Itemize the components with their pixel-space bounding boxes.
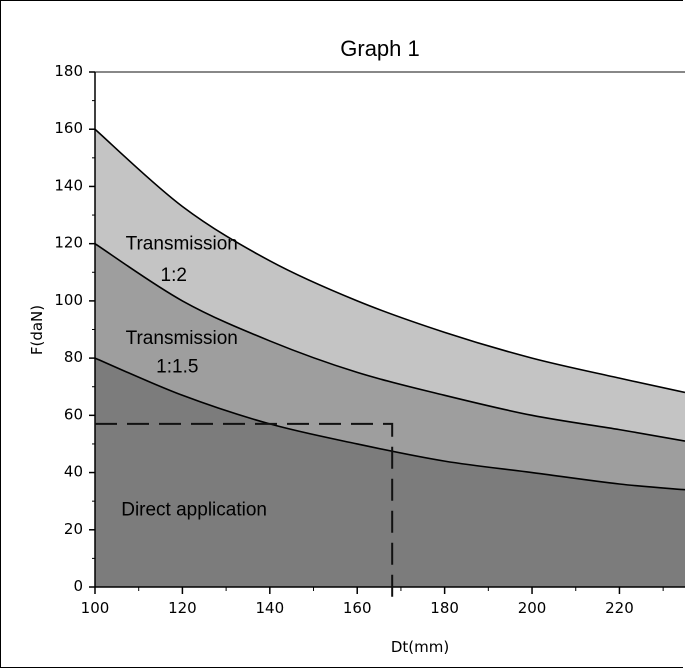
tick-layer: 0 20 40 60 80 100 120 140 160 180 100 120 140 160 180 2… — [54, 62, 664, 617]
y-tick-label: 40 — [64, 463, 83, 481]
dashed-guide-line — [95, 422, 394, 597]
y-tick-label: 0 — [73, 577, 83, 595]
y-tick-label: 140 — [54, 176, 83, 194]
annotation-2: 1:2 — [161, 265, 187, 286]
x-tick-label: 100 — [81, 599, 110, 617]
series-curve-2 — [94, 242, 685, 442]
y-tick-label: 160 — [54, 119, 83, 137]
curve-layer — [94, 128, 685, 491]
annotation-5: Direct application — [121, 499, 267, 520]
y-tick-label: 20 — [64, 520, 83, 538]
x-axis-title: Dt(mm) — [391, 638, 449, 656]
series-curve-3 — [94, 357, 685, 491]
x-tick-label: 140 — [255, 599, 284, 617]
annotation-3: Transmission — [126, 328, 238, 349]
direct-application-band — [95, 358, 685, 587]
y-tick-label: 80 — [64, 348, 83, 366]
x-tick-label: 200 — [518, 599, 547, 617]
chart-title: Graph 1 — [340, 36, 420, 61]
y-tick-label: 100 — [54, 291, 83, 309]
y-tick-label: 180 — [54, 62, 83, 80]
x-tick-label: 220 — [605, 599, 634, 617]
annotation-1: Transmission — [126, 233, 238, 254]
y-axis-title: F(daN) — [28, 305, 46, 355]
annotation-4: 1:1.5 — [156, 356, 198, 377]
guide-layer — [95, 422, 394, 597]
y-tick-label: 60 — [64, 405, 83, 423]
annotation-layer: Transmission 1:2 Transmission 1:1.5 Direct a… — [121, 233, 267, 520]
series-curve-1 — [94, 128, 685, 394]
x-tick-label: 180 — [430, 599, 459, 617]
y-tick-label: 120 — [54, 234, 83, 252]
x-tick-label: 120 — [168, 599, 197, 617]
x-tick-label: 160 — [343, 599, 372, 617]
